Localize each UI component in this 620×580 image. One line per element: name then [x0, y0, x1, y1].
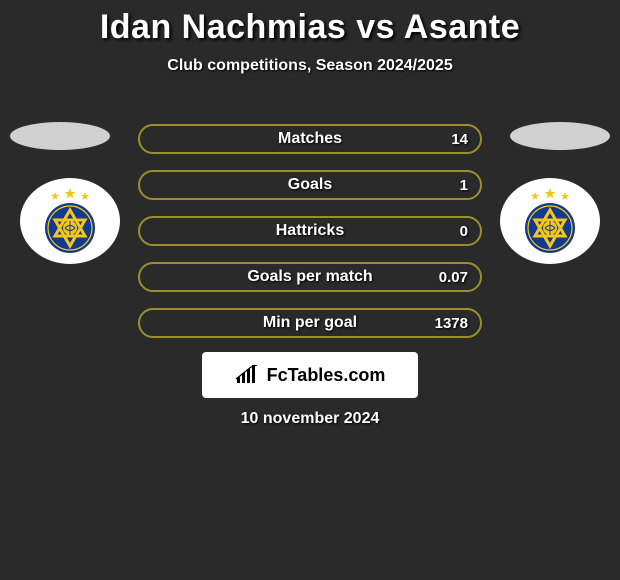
stat-label: Goals per match — [247, 268, 372, 286]
subtitle: Club competitions, Season 2024/2025 — [0, 57, 620, 75]
player-left-head — [10, 122, 110, 150]
player-left-club-badge — [20, 178, 120, 264]
player-right-club-badge — [500, 178, 600, 264]
stat-row: Matches 14 — [138, 124, 482, 154]
brand-attribution: FcTables.com — [202, 352, 418, 398]
stat-value-right: 0.07 — [439, 269, 468, 286]
stat-row: Hattricks 0 — [138, 216, 482, 246]
stat-value-right: 0 — [460, 223, 468, 240]
badge-disc — [500, 178, 600, 264]
brand-text: FcTables.com — [267, 365, 386, 386]
date-text: 10 november 2024 — [0, 410, 620, 428]
stat-label: Goals — [288, 176, 332, 194]
stat-row: Min per goal 1378 — [138, 308, 482, 338]
stat-label: Min per goal — [263, 314, 357, 332]
stat-value-right: 1378 — [435, 315, 468, 332]
stat-row: Goals per match 0.07 — [138, 262, 482, 292]
club-crest-icon — [515, 186, 585, 256]
stat-label: Matches — [278, 130, 342, 148]
stats-table: Matches 14 Goals 1 Hattricks 0 Goals per match… — [138, 124, 482, 354]
stat-value-right: 14 — [451, 131, 468, 148]
club-crest-icon — [35, 186, 105, 256]
player-right-head — [510, 122, 610, 150]
page-title: Idan Nachmias vs Asante — [0, 0, 620, 47]
bar-chart-icon — [235, 365, 261, 385]
stat-value-right: 1 — [460, 177, 468, 194]
stat-row: Goals 1 — [138, 170, 482, 200]
stat-label: Hattricks — [276, 222, 344, 240]
badge-disc — [20, 178, 120, 264]
